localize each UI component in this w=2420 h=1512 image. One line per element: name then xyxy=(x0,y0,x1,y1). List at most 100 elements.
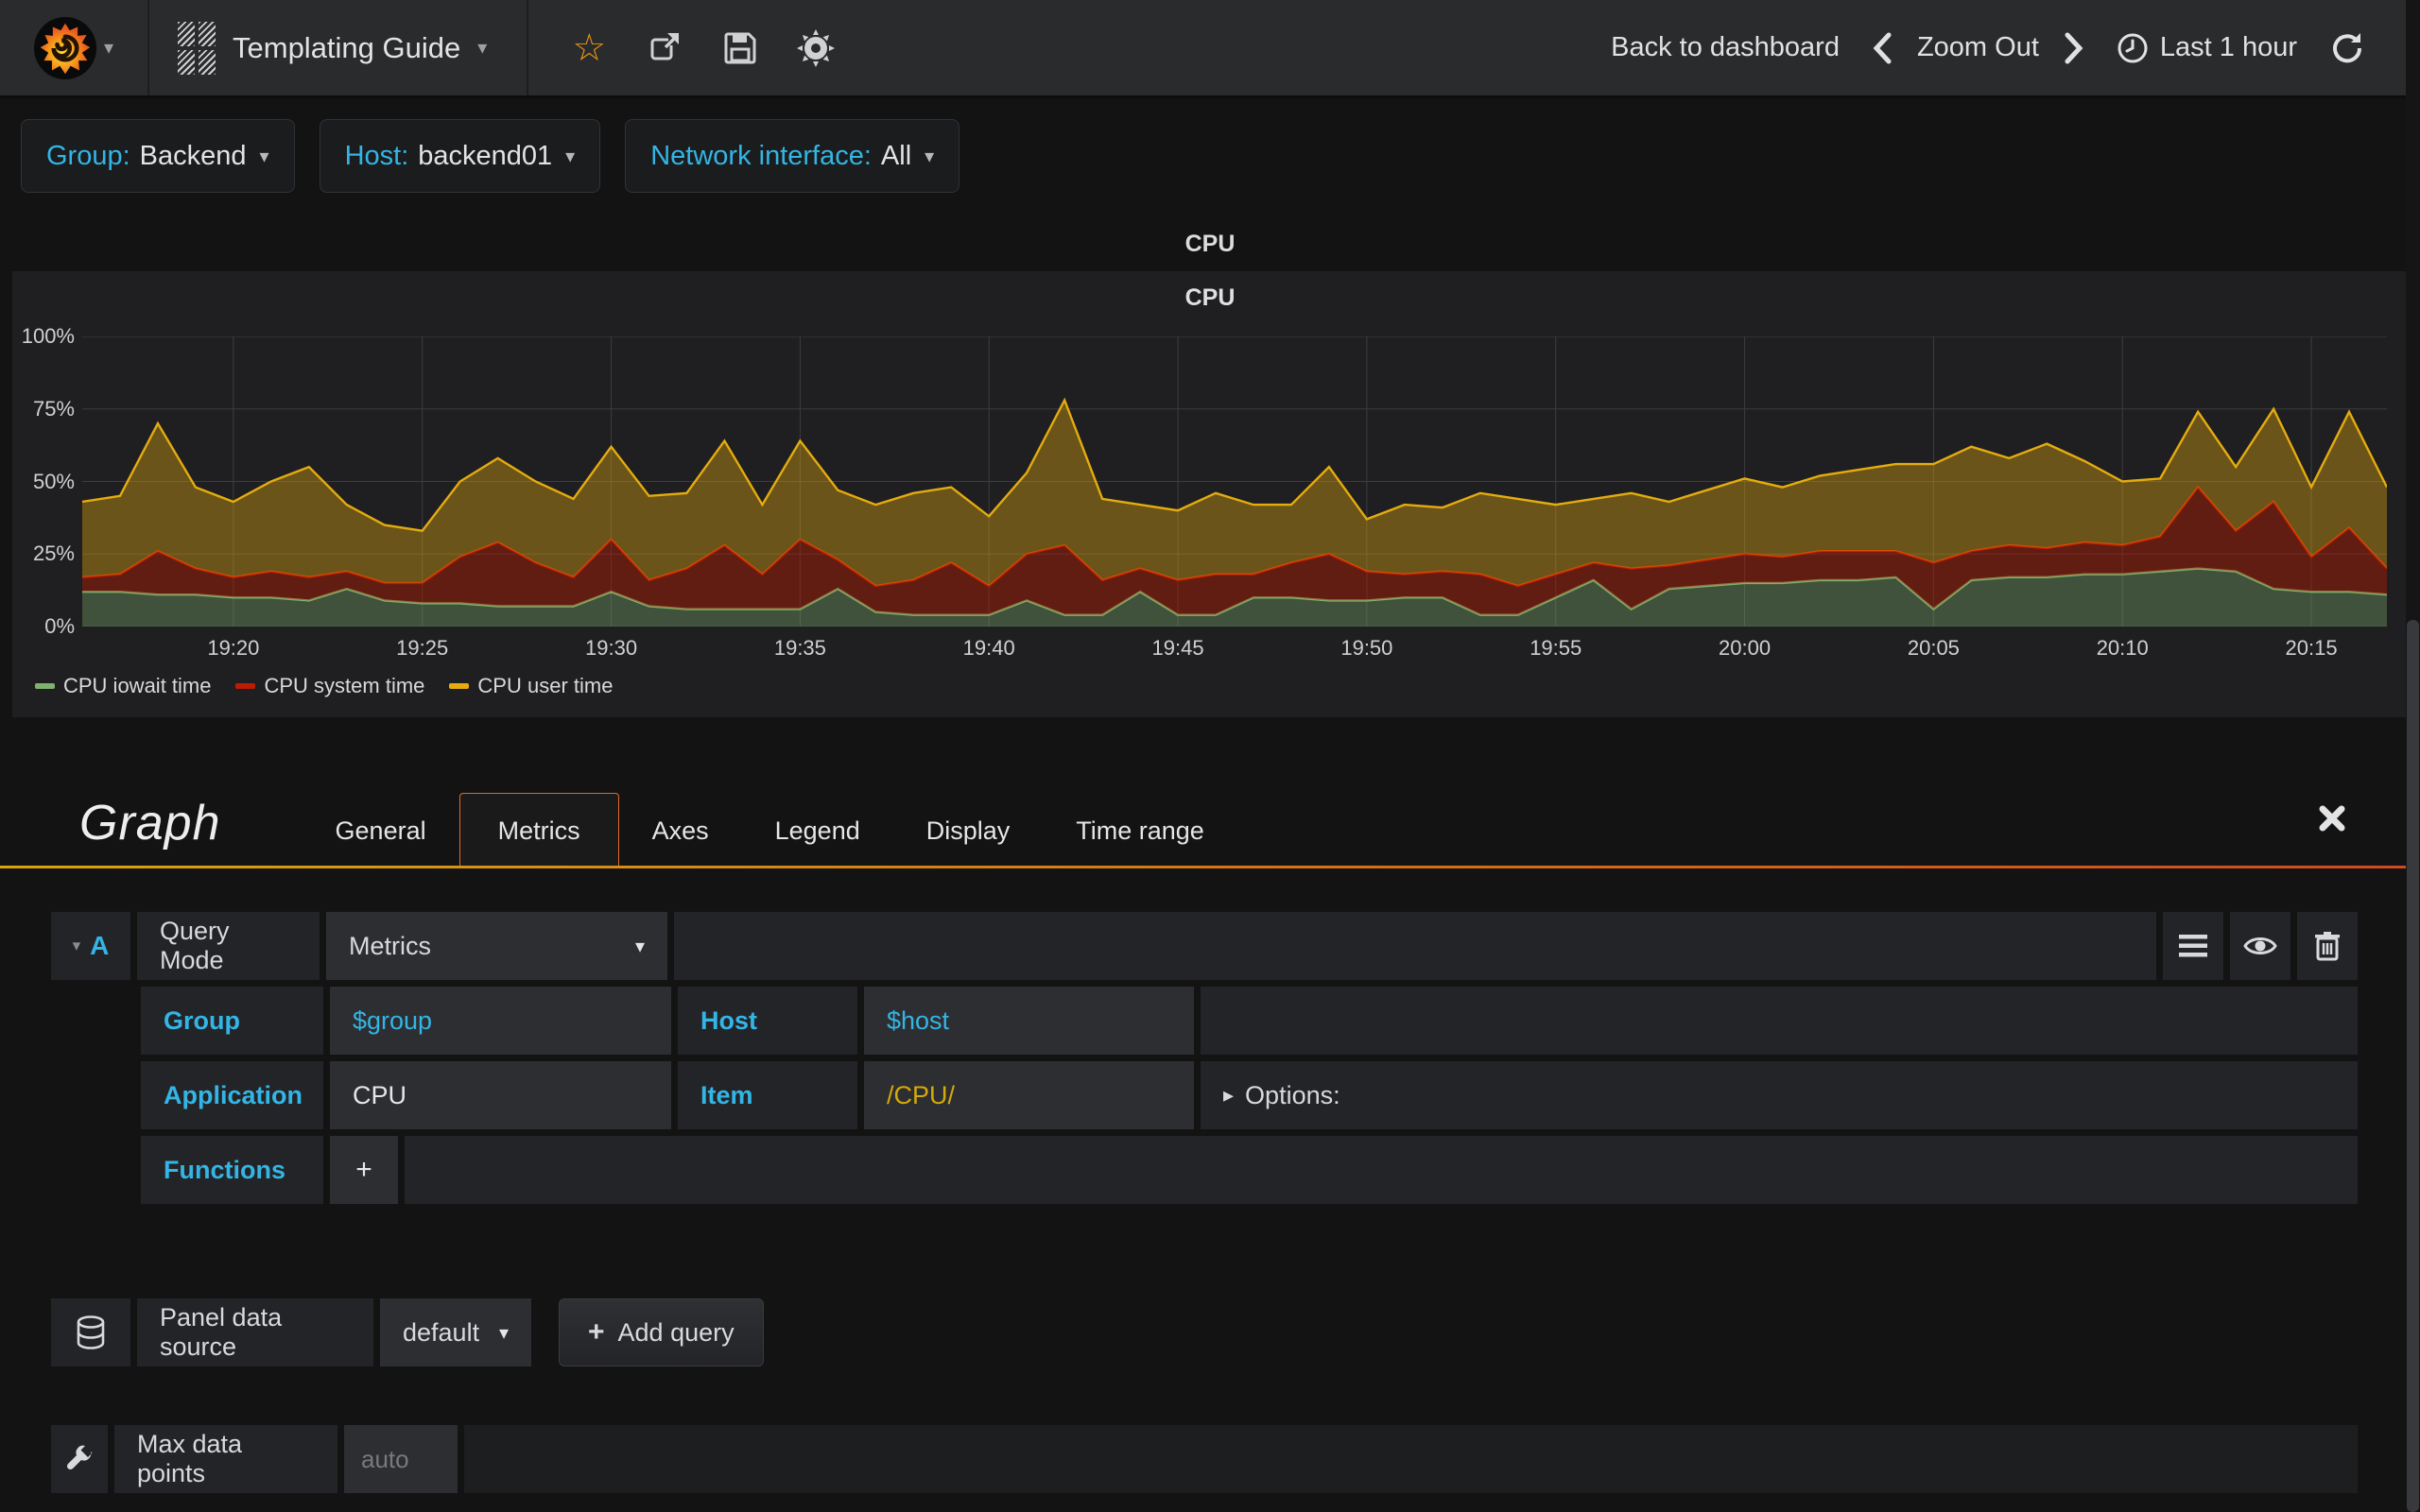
legend-series-name: CPU user time xyxy=(477,674,614,697)
chart-legend: CPU iowait time CPU system time CPU user t… xyxy=(22,666,2398,708)
x-axis-tick: 19:45 xyxy=(1151,636,1204,660)
legend-item[interactable]: CPU iowait time xyxy=(35,674,211,698)
database-icon xyxy=(77,1315,105,1349)
template-variables-row: Group: Backend ▾ Host: backend01 ▾ Netwo… xyxy=(0,98,2420,214)
share-button[interactable] xyxy=(642,26,687,71)
time-picker-button[interactable]: Last 1 hour xyxy=(2117,32,2297,64)
save-button[interactable] xyxy=(717,26,763,71)
panel-editor-header: Graph General Metrics Axes Legend Displa… xyxy=(0,770,2420,868)
variable-host-caret-icon: ▾ xyxy=(565,146,576,167)
datasource-select[interactable]: default ▾ xyxy=(380,1298,531,1366)
max-data-points-row: Max data points xyxy=(51,1425,2358,1493)
datasource-value: default xyxy=(403,1317,480,1347)
dashboard-caret-icon: ▾ xyxy=(477,38,488,59)
close-icon xyxy=(2319,805,2345,832)
legend-item[interactable]: CPU user time xyxy=(449,674,613,698)
tab-time-range[interactable]: Time range xyxy=(1076,816,1204,845)
gear-icon xyxy=(797,28,836,67)
legend-item[interactable]: CPU system time xyxy=(235,674,424,698)
variable-network-interface[interactable]: Network interface: All ▾ xyxy=(625,119,960,193)
time-shift-controls: Zoom Out xyxy=(1872,32,2084,64)
variable-group-value: Backend xyxy=(139,140,247,171)
tab-legend[interactable]: Legend xyxy=(774,816,860,845)
editor-header-accent-line xyxy=(0,866,2420,868)
back-to-dashboard-button[interactable]: Back to dashboard xyxy=(1611,32,1840,62)
tab-display[interactable]: Display xyxy=(925,816,1011,845)
save-icon xyxy=(724,32,756,63)
variable-host[interactable]: Host: backend01 ▾ xyxy=(319,119,601,193)
query-delete-button[interactable] xyxy=(2297,912,2358,980)
variable-group[interactable]: Group: Backend ▾ xyxy=(21,119,295,193)
editor-tabs: General Metrics Axes Legend Display Time… xyxy=(302,793,1237,868)
query-menu-button[interactable] xyxy=(2163,912,2223,980)
navbar: ▾ Templating Guide ▾ ☆ xyxy=(0,0,2420,98)
wrench-icon-cell xyxy=(51,1425,108,1493)
navbar-right: Back to dashboard Zoom Out Last 1 hour xyxy=(1611,31,2420,65)
graph-panel: CPU 0% 25% 50% 75% 100% 19:20 19:25 19:30 19:35… xyxy=(12,271,2408,717)
functions-row-filler xyxy=(405,1136,2358,1204)
datasource-caret-icon: ▾ xyxy=(498,1322,509,1344)
settings-button[interactable] xyxy=(793,26,838,71)
panel-title[interactable]: CPU xyxy=(1184,284,1236,311)
application-field-value[interactable]: CPU xyxy=(330,1061,671,1129)
x-axis-tick: 19:35 xyxy=(773,636,826,660)
add-query-plus-icon: + xyxy=(588,1316,605,1348)
query-row-mode: ▾ A Query Mode Metrics ▾ xyxy=(51,912,2358,980)
y-axis-tick: 100% xyxy=(21,324,75,348)
chevron-right-icon[interactable] xyxy=(2064,32,2084,64)
add-function-button[interactable]: + xyxy=(330,1136,398,1204)
trash-icon xyxy=(2315,932,2340,961)
legend-swatch-icon xyxy=(35,683,55,689)
refresh-icon[interactable] xyxy=(2329,31,2363,65)
query-toggle-visibility-button[interactable] xyxy=(2230,912,2290,980)
close-editor-button[interactable] xyxy=(2316,802,2348,834)
add-query-button[interactable]: + Add query xyxy=(559,1298,764,1366)
y-axis-tick: 50% xyxy=(32,469,75,493)
item-field-value[interactable]: /CPU/ xyxy=(864,1061,1194,1129)
x-axis-tick: 20:05 xyxy=(1907,636,1960,660)
variable-netif-label: Network interface: xyxy=(650,140,872,171)
x-axis-tick: 19:40 xyxy=(962,636,1015,660)
query-mode-select[interactable]: Metrics ▾ xyxy=(326,912,667,980)
legend-series-name: CPU iowait time xyxy=(63,674,212,697)
chart-area[interactable]: 0% 25% 50% 75% 100% xyxy=(22,324,2389,638)
time-range-label: Last 1 hour xyxy=(2159,32,2297,62)
x-axis-tick: 19:20 xyxy=(207,636,260,660)
scrollbar-thumb[interactable] xyxy=(2407,620,2419,1512)
max-data-points-input[interactable] xyxy=(344,1425,458,1493)
x-axis-tick: 20:15 xyxy=(2285,636,2338,660)
functions-label: Functions xyxy=(141,1136,323,1204)
tab-metrics[interactable]: Metrics xyxy=(458,793,619,868)
tab-axes[interactable]: Axes xyxy=(651,816,709,845)
dashboard-icon xyxy=(178,21,216,75)
group-field-value[interactable]: $group xyxy=(330,987,671,1055)
dashboard-picker[interactable]: Templating Guide ▾ xyxy=(149,0,529,95)
mdp-row-filler xyxy=(464,1425,2358,1493)
datasource-icon-cell xyxy=(51,1298,130,1366)
panel-datasource-label: Panel data source xyxy=(137,1298,373,1366)
query-row-filler xyxy=(674,912,2156,980)
star-icon: ☆ xyxy=(572,26,607,69)
host-field-label: Host xyxy=(678,987,857,1055)
datasource-row: Panel data source default ▾ + Add query xyxy=(51,1298,2358,1366)
query-ref-toggle[interactable]: ▾ A xyxy=(51,912,130,980)
item-field-label: Item xyxy=(678,1061,857,1129)
variable-group-label: Group: xyxy=(46,140,130,171)
logo-caret-icon: ▾ xyxy=(103,38,114,59)
max-data-points-label: Max data points xyxy=(114,1425,337,1493)
x-axis-tick: 19:30 xyxy=(585,636,638,660)
dashboard-row-title[interactable]: CPU xyxy=(1184,231,1236,257)
host-field-value[interactable]: $host xyxy=(864,987,1194,1055)
grafana-logo-menu[interactable]: ▾ xyxy=(0,0,149,95)
chevron-left-icon[interactable] xyxy=(1872,32,1893,64)
options-toggle[interactable]: ▸ Options: xyxy=(1201,1061,2358,1129)
grafana-logo-icon xyxy=(33,16,96,79)
query-mode-caret-icon: ▾ xyxy=(634,936,645,957)
variable-host-value: backend01 xyxy=(418,140,553,171)
tab-general[interactable]: General xyxy=(335,816,426,845)
star-button[interactable]: ☆ xyxy=(566,26,612,71)
page-scrollbar[interactable] xyxy=(2406,0,2420,1512)
dashboard-title: Templating Guide xyxy=(233,30,461,64)
clock-icon xyxy=(2118,33,2148,62)
zoom-out-button[interactable]: Zoom Out xyxy=(1916,32,2039,62)
